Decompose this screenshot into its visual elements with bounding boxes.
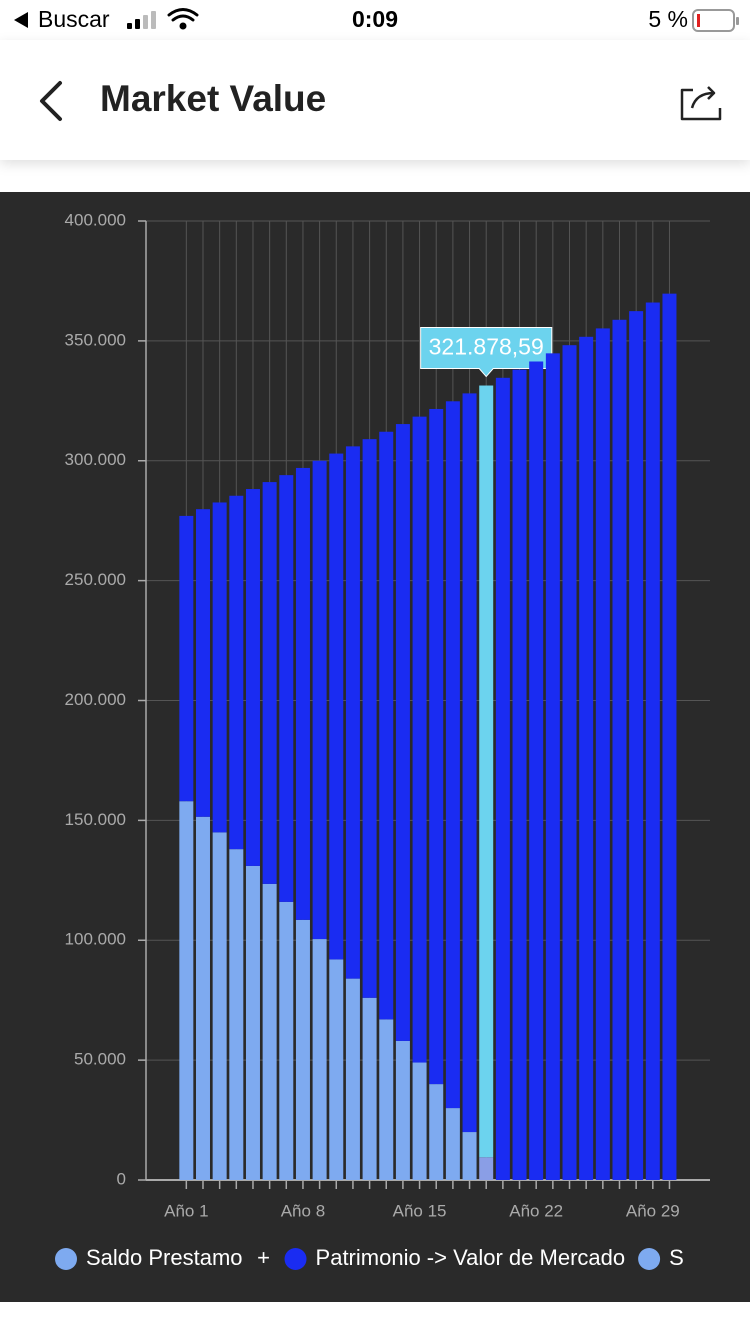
back-app-icon[interactable] (14, 12, 28, 28)
bar-segment (395, 1040, 410, 1180)
bar-segment (329, 453, 344, 960)
y-tick-label: 200.000 (65, 690, 126, 709)
bar-segment (512, 369, 527, 1180)
bar-segment (362, 439, 377, 998)
x-tick-label: Año 22 (509, 1201, 563, 1220)
bar-segment (245, 489, 260, 866)
header-bar (0, 40, 750, 160)
signal-icon (127, 11, 156, 29)
header-title: Market Value (100, 78, 326, 119)
bar-segment (229, 849, 244, 1180)
bar-segment (645, 302, 660, 1180)
share-button[interactable] (680, 86, 722, 121)
chart: 0 50.000 100.000 150.000 200.000 250.000 300.0… (55, 210, 710, 1270)
bar-segment (412, 1062, 427, 1180)
bar-segment (429, 408, 444, 1085)
y-tick-label: 350.000 (65, 330, 126, 349)
legend-label: Patrimonio -> Valor de Mercado (316, 1245, 626, 1270)
bar-segment (412, 416, 427, 1063)
battery-icon (692, 9, 739, 32)
bar-segment (495, 377, 510, 1180)
bar-segment (379, 431, 394, 1020)
bar-segment (329, 959, 344, 1180)
bar-segment (662, 293, 677, 1180)
bar-segment (312, 460, 327, 940)
bar-segment (562, 345, 577, 1180)
tooltip-label: 321.878,59 (429, 334, 544, 360)
bar-segment (345, 978, 360, 1180)
y-tick-label: 300.000 (65, 450, 126, 469)
legend-label: Saldo Prestamo (86, 1245, 243, 1270)
bar-segment (245, 865, 260, 1180)
bar-segment (279, 901, 294, 1180)
legend-swatch (55, 1248, 77, 1270)
back-app-label[interactable]: Buscar (38, 6, 110, 32)
bar-segment (295, 919, 310, 1180)
y-tick-label: 0 (117, 1169, 126, 1188)
tooltip (420, 327, 553, 378)
legend-swatch (284, 1248, 307, 1270)
x-tick-label: Año 8 (281, 1201, 325, 1220)
bar-segment (312, 939, 327, 1180)
x-tick-label: Año 29 (626, 1201, 680, 1220)
bar-segment (579, 336, 594, 1180)
bar-segment (462, 1132, 477, 1180)
y-tick-label: 250.000 (65, 570, 126, 589)
bar-segment (379, 1019, 394, 1180)
bar-segment (195, 509, 210, 817)
bar-segment (345, 446, 360, 979)
y-tick-label: 50.000 (74, 1050, 126, 1069)
legend-swatch (638, 1248, 661, 1270)
bar-segment (295, 467, 310, 920)
bar-segment (462, 393, 477, 1133)
bar-segment (629, 311, 644, 1180)
bar-segment (479, 385, 494, 1158)
bar-segment (612, 319, 627, 1181)
legend-label-clipped: S (669, 1245, 684, 1270)
x-tick-label: Año 1 (164, 1201, 208, 1220)
bar-segment (212, 502, 227, 833)
bar-segment (595, 328, 610, 1181)
bar-segment (445, 1108, 460, 1180)
y-tick-label: 400.000 (65, 210, 126, 229)
bar-segment (529, 361, 544, 1180)
bar-segment (262, 482, 277, 884)
bar-segment (229, 495, 244, 850)
bar-segment (279, 475, 294, 902)
bar-segment (445, 401, 460, 1109)
bar-segment (429, 1084, 444, 1180)
y-tick-label: 100.000 (65, 930, 126, 949)
bar-segment (195, 816, 210, 1180)
back-button[interactable] (40, 81, 62, 121)
wifi-icon (167, 8, 199, 30)
legend: Saldo Prestamo + Patrimonio -> Valor de Me… (55, 1245, 684, 1270)
bar-segment (212, 832, 227, 1180)
bar-segment (262, 883, 277, 1180)
y-tick-label: 150.000 (65, 810, 126, 829)
bar-segment (362, 997, 377, 1180)
bar-segment (479, 1157, 494, 1180)
bar-segment (179, 801, 194, 1180)
bar-segment (179, 515, 194, 802)
bar-segment (545, 353, 560, 1180)
x-tick-label: Año 15 (393, 1201, 447, 1220)
bar-segment (395, 424, 410, 1041)
clock: 0:09 (352, 6, 398, 32)
legend-separator: + (257, 1245, 270, 1270)
battery-label: 5 % (648, 6, 688, 32)
